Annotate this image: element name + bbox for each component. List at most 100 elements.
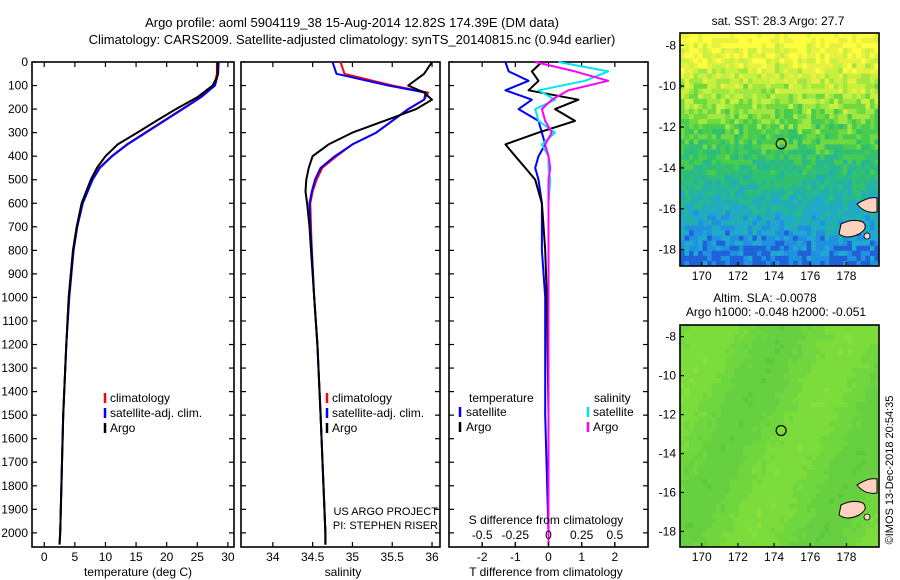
map-cell — [869, 455, 875, 461]
map-cell — [725, 532, 731, 538]
map-cell — [779, 235, 785, 242]
map-cell — [698, 83, 704, 90]
map-cell — [842, 479, 848, 485]
map-cell — [734, 235, 740, 242]
map-cell — [820, 139, 826, 145]
map-cell — [784, 108, 790, 115]
map-cell — [720, 43, 726, 49]
map-cell — [788, 139, 794, 145]
map-cell — [698, 416, 704, 423]
map-cell — [842, 518, 848, 524]
map-cell — [743, 205, 749, 211]
map-cell — [869, 532, 875, 538]
map-cell — [788, 58, 794, 64]
map-cell — [693, 260, 699, 267]
map-cell — [738, 43, 744, 49]
map-cell — [698, 179, 704, 186]
map-cell — [824, 378, 830, 384]
map-cell — [698, 537, 704, 543]
map-cell — [847, 402, 853, 408]
map-cell — [702, 397, 708, 403]
map-cell — [774, 518, 780, 524]
map-cell — [856, 387, 862, 394]
map-cell — [797, 493, 803, 500]
map-cell — [752, 119, 758, 125]
map-cell — [851, 58, 857, 64]
map-cell — [793, 134, 799, 140]
map-cell — [842, 358, 848, 365]
map-cell — [865, 88, 871, 95]
map-cell — [869, 53, 875, 59]
map-cell — [747, 358, 753, 365]
map-cell — [680, 407, 686, 413]
map-cell — [874, 225, 880, 232]
map-cell — [838, 68, 844, 75]
map-cell — [824, 48, 830, 54]
map-cell — [729, 73, 735, 80]
map-cell — [698, 450, 704, 456]
map-cell — [833, 358, 839, 365]
map-cell — [747, 493, 753, 500]
map-cell — [811, 93, 817, 100]
map-cell — [702, 124, 708, 130]
map-cell — [725, 225, 731, 232]
map-cell — [747, 159, 753, 166]
map-cell — [765, 373, 771, 379]
map-cell — [815, 68, 821, 75]
map-cell — [779, 522, 785, 529]
map-cell — [693, 174, 699, 181]
map-cell — [847, 373, 853, 379]
map-cell — [693, 363, 699, 369]
map-cell — [829, 469, 835, 476]
map-cell — [838, 205, 844, 211]
map-cell — [720, 344, 726, 350]
map-cell — [770, 139, 776, 145]
map-cell — [838, 43, 844, 49]
map-cell — [711, 436, 717, 442]
map-cell — [756, 179, 762, 186]
map-cell — [761, 436, 767, 442]
map-cell — [874, 450, 880, 456]
map-cell — [725, 114, 731, 120]
map-cell — [856, 402, 862, 408]
map-cell — [851, 154, 857, 161]
map-cell — [797, 149, 803, 156]
map-cell — [793, 220, 799, 226]
map-cell — [738, 407, 744, 413]
map-cell — [747, 363, 753, 369]
map-cell — [680, 58, 686, 64]
map-cell — [756, 200, 762, 206]
map-cell — [747, 149, 753, 156]
map-cell — [860, 195, 866, 201]
map-cell — [707, 200, 713, 206]
map-cell — [811, 349, 817, 355]
map-cell — [698, 235, 704, 242]
map-cell — [720, 63, 726, 69]
map-cell — [793, 200, 799, 206]
map-cell — [838, 78, 844, 85]
map-cell — [689, 210, 695, 216]
map-cell — [716, 48, 722, 54]
map-cell — [865, 411, 871, 418]
map-cell — [761, 460, 767, 466]
series-satellite-adj-clim- — [58, 61, 220, 545]
map-cell — [711, 407, 717, 413]
map-cell — [842, 397, 848, 403]
map-cell — [874, 508, 880, 514]
map-cell — [738, 368, 744, 374]
map-cell — [838, 368, 844, 374]
map-cell — [707, 179, 713, 186]
map-cell — [824, 179, 830, 186]
map-cell — [865, 179, 871, 186]
map-cell — [874, 154, 880, 161]
map-cell — [820, 154, 826, 161]
map-cell — [774, 230, 780, 237]
map-cell — [847, 88, 853, 95]
map-cell — [838, 489, 844, 495]
map-cell — [734, 513, 740, 519]
map-cell — [833, 119, 839, 125]
map-cell — [820, 149, 826, 156]
map-cell — [680, 527, 686, 534]
map-cell — [689, 363, 695, 369]
map-cell — [847, 474, 853, 480]
